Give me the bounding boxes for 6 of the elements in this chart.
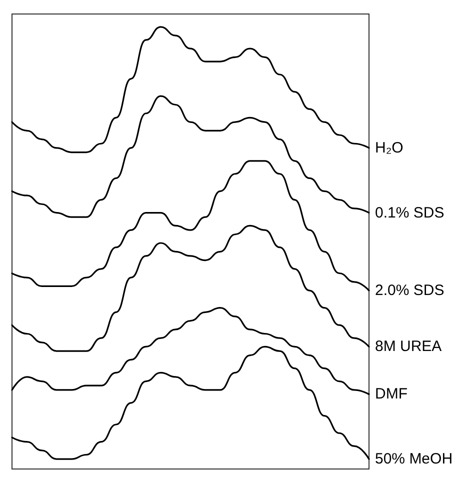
series-label: DMF <box>375 386 408 403</box>
series-label: H₂O <box>375 139 404 156</box>
series-label: 8M UREA <box>375 338 442 356</box>
series-label: 2.0% SDS <box>375 282 444 300</box>
series-label: 50% MeOH <box>375 450 453 468</box>
series-label: 0.1% SDS <box>375 204 444 222</box>
